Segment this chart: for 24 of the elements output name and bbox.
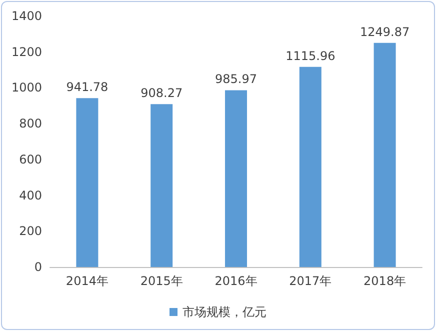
data-label: 908.27 [140,86,183,100]
bar [225,90,247,267]
y-tick-label: 800 [19,116,42,131]
y-tick-label: 200 [19,224,42,238]
bar [374,42,396,267]
x-tick-label: 2017年 [289,274,332,288]
x-tick-label: 2016年 [214,274,258,288]
data-label: 941.78 [66,80,108,94]
y-tick-label: 600 [19,152,42,166]
y-tick-label: 0 [34,260,42,274]
data-label: 985.97 [215,72,257,86]
legend-label: 市场规模，亿元 [182,305,266,319]
y-tick-label: 1000 [11,80,42,95]
bar [150,104,173,267]
bar [76,98,98,267]
x-tick-label: 2014年 [66,274,108,288]
x-tick-label: 2018年 [364,274,406,288]
y-tick-label: 1400 [11,9,42,23]
x-tick-label: 2015年 [140,274,183,288]
y-tick-label: 400 [19,188,42,202]
y-tick-label: 1200 [11,44,42,59]
bar [299,66,322,267]
data-label: 1115.96 [286,48,336,63]
data-label: 1249.87 [360,24,410,39]
